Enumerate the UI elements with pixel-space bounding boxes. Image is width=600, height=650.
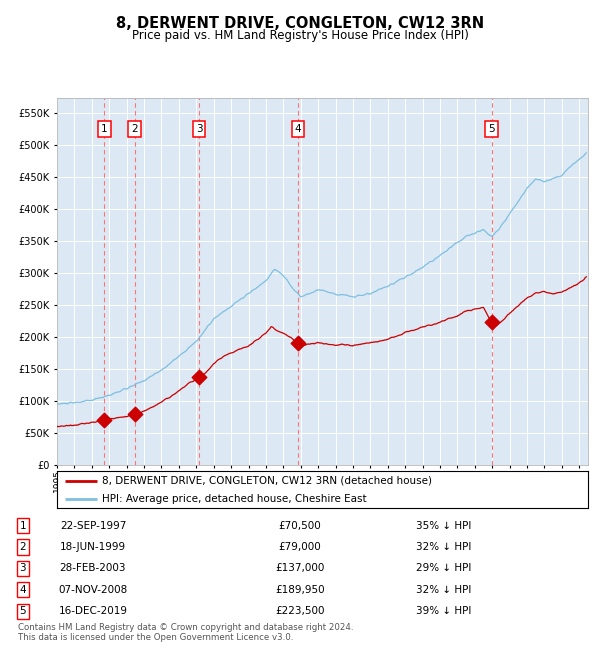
Text: £223,500: £223,500 <box>275 606 325 616</box>
Text: 32% ↓ HPI: 32% ↓ HPI <box>416 585 472 595</box>
Text: 1: 1 <box>19 521 26 530</box>
Text: £189,950: £189,950 <box>275 585 325 595</box>
Text: 32% ↓ HPI: 32% ↓ HPI <box>416 542 472 552</box>
Text: 35% ↓ HPI: 35% ↓ HPI <box>416 521 472 530</box>
Text: 28-FEB-2003: 28-FEB-2003 <box>60 564 126 573</box>
Text: 8, DERWENT DRIVE, CONGLETON, CW12 3RN: 8, DERWENT DRIVE, CONGLETON, CW12 3RN <box>116 16 484 31</box>
Text: Price paid vs. HM Land Registry's House Price Index (HPI): Price paid vs. HM Land Registry's House … <box>131 29 469 42</box>
Text: 39% ↓ HPI: 39% ↓ HPI <box>416 606 472 616</box>
Text: 16-DEC-2019: 16-DEC-2019 <box>59 606 128 616</box>
Text: 4: 4 <box>295 124 301 134</box>
Text: 3: 3 <box>196 124 202 134</box>
Text: 07-NOV-2008: 07-NOV-2008 <box>58 585 128 595</box>
Text: 18-JUN-1999: 18-JUN-1999 <box>60 542 126 552</box>
Text: £79,000: £79,000 <box>278 542 322 552</box>
Text: £70,500: £70,500 <box>278 521 322 530</box>
Text: 3: 3 <box>19 564 26 573</box>
Point <box>487 317 496 327</box>
Point <box>130 409 139 419</box>
Text: 29% ↓ HPI: 29% ↓ HPI <box>416 564 472 573</box>
Text: 5: 5 <box>19 606 26 616</box>
Text: 4: 4 <box>19 585 26 595</box>
Text: HPI: Average price, detached house, Cheshire East: HPI: Average price, detached house, Ches… <box>102 494 367 504</box>
Point <box>194 372 204 382</box>
Point <box>100 415 109 425</box>
Text: 2: 2 <box>131 124 138 134</box>
Point <box>293 338 303 348</box>
Text: 1: 1 <box>101 124 107 134</box>
Text: 8, DERWENT DRIVE, CONGLETON, CW12 3RN (detached house): 8, DERWENT DRIVE, CONGLETON, CW12 3RN (d… <box>102 476 432 486</box>
Text: 2: 2 <box>19 542 26 552</box>
Text: £137,000: £137,000 <box>275 564 325 573</box>
Text: 22-SEP-1997: 22-SEP-1997 <box>60 521 126 530</box>
Text: 5: 5 <box>488 124 495 134</box>
Text: Contains HM Land Registry data © Crown copyright and database right 2024.
This d: Contains HM Land Registry data © Crown c… <box>18 623 353 642</box>
